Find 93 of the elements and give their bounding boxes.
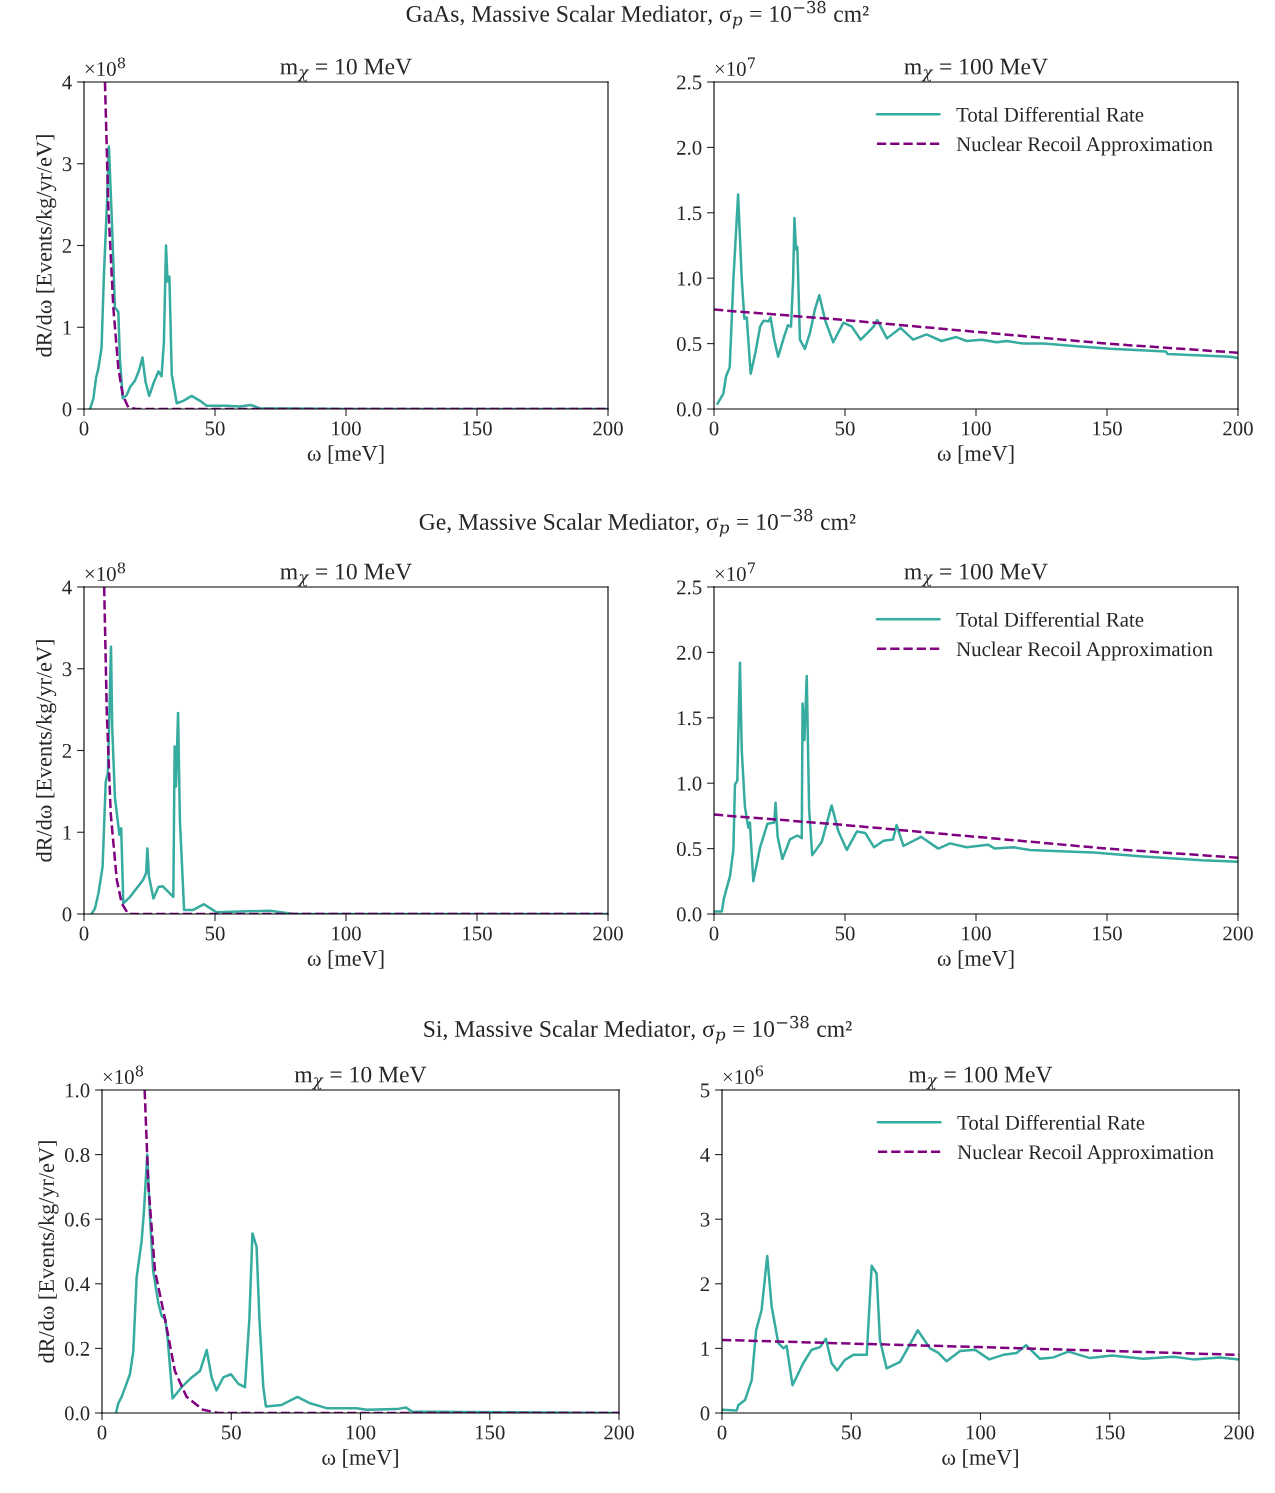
x-tick-label: 200 xyxy=(1223,421,1253,436)
y-tick-label: 2.5 xyxy=(677,75,702,90)
legend-label: Nuclear Recoil Approximation xyxy=(956,641,1213,661)
y-tick-label: 0.2 xyxy=(64,1341,90,1356)
text: ×10$^{7}$ xyxy=(715,562,755,581)
y-axis-title: dR/dω [Events/kg/yr/eV] xyxy=(36,135,57,357)
x-axis-title: ω [meV] xyxy=(307,950,384,969)
x-axis-title: ω [meV] xyxy=(937,445,1014,464)
x-tick-label: 100 xyxy=(332,421,361,436)
x-axis-title: ω [meV] xyxy=(937,950,1014,969)
x-tick-label: 50 xyxy=(222,1425,241,1440)
line-series xyxy=(714,308,1238,355)
y-tick-label: 0 xyxy=(62,402,72,417)
chart-title: m$_{χ}$ = 10 MeV xyxy=(280,563,412,587)
y-tick-label: 3 xyxy=(62,662,72,677)
text: ×10$^{6}$ xyxy=(723,1065,764,1084)
chart-title: m$_{χ}$ = 100 MeV xyxy=(904,58,1048,82)
x-tick-label: 150 xyxy=(463,926,492,941)
legend-label: Nuclear Recoil Approximation xyxy=(956,136,1213,156)
x-tick-label: 200 xyxy=(604,1425,634,1440)
y-tick-label: 4 xyxy=(700,1148,710,1162)
text: ×10$^{8}$ xyxy=(103,1065,144,1084)
y-tick-label: 1.0 xyxy=(677,776,702,791)
x-tick-label: 200 xyxy=(593,421,623,436)
chart-title: m$_{χ}$ = 100 MeV xyxy=(904,563,1048,587)
x-axis-title: ω [meV] xyxy=(307,445,384,464)
chart-title: m$_{χ}$ = 100 MeV xyxy=(908,1066,1053,1090)
x-tick-label: 0 xyxy=(717,1425,727,1440)
y-tick-label: 1.5 xyxy=(677,711,702,726)
x-tick-label: 150 xyxy=(1095,1425,1125,1440)
y-tick-label: 2 xyxy=(62,238,72,253)
x-tick-label: 150 xyxy=(475,1425,505,1440)
line-series xyxy=(716,193,1238,406)
x-tick-label: 50 xyxy=(842,1425,861,1440)
text: ×10$^{7}$ xyxy=(715,57,755,76)
x-axis-title: ω [meV] xyxy=(322,1449,398,1468)
y-tick-label: 0.0 xyxy=(676,402,702,417)
y-tick-label: 0.5 xyxy=(676,336,702,352)
y-tick-label: 2.0 xyxy=(677,645,702,660)
y-tick-label: 0.5 xyxy=(676,841,702,857)
y-tick-label: 1 xyxy=(63,825,71,840)
chart-title: m$_{χ}$ = 10 MeV xyxy=(280,58,412,82)
x-tick-label: 100 xyxy=(966,1425,996,1440)
line-series xyxy=(714,813,1238,860)
legend-label: Total Differential Rate xyxy=(956,106,1144,122)
chart-subtitle: Si, Massive Scalar Mediator, σ$_{p}$ = 10$^{−38}$ cm² xyxy=(424,1015,852,1044)
x-tick-label: 100 xyxy=(962,926,991,941)
y-tick-label: 0.0 xyxy=(676,907,702,922)
x-tick-label: 50 xyxy=(205,926,225,941)
y-tick-label: 2 xyxy=(62,743,72,758)
text: ×10$^{8}$ xyxy=(85,57,126,76)
y-tick-label: 2.0 xyxy=(677,140,702,155)
y-tick-label: 1 xyxy=(63,320,71,335)
x-tick-label: 200 xyxy=(593,926,623,941)
chart-subtitle: GaAs, Massive Scalar Mediator, σ$_{p}$ = 10$^{−38}$ cm² xyxy=(406,0,869,29)
legend-label: Total Differential Rate xyxy=(956,611,1144,627)
y-tick-label: 1 xyxy=(701,1341,709,1356)
y-axis-title: dR/dω [Events/kg/yr/eV] xyxy=(38,1141,59,1363)
y-tick-label: 1.0 xyxy=(677,271,702,286)
x-tick-label: 150 xyxy=(463,421,492,436)
x-tick-label: 200 xyxy=(1223,926,1253,941)
x-tick-label: 100 xyxy=(346,1425,376,1440)
y-tick-label: 0 xyxy=(62,907,72,922)
x-tick-label: 0 xyxy=(97,1425,107,1440)
x-tick-label: 150 xyxy=(1093,926,1122,941)
text: ×10$^{8}$ xyxy=(85,562,126,581)
y-tick-label: 0.6 xyxy=(64,1212,90,1227)
legend-label: Total Differential Rate xyxy=(957,1114,1145,1130)
x-tick-label: 50 xyxy=(205,421,225,436)
y-tick-label: 3 xyxy=(700,1212,710,1227)
chart-subtitle: Ge, Massive Scalar Mediator, σ$_{p}$ = 10$^{−38}$ cm² xyxy=(419,508,856,537)
y-tick-label: 1.0 xyxy=(65,1083,90,1098)
y-tick-label: 1.5 xyxy=(677,206,702,221)
y-tick-label: 5 xyxy=(700,1083,710,1098)
legend-label: Nuclear Recoil Approximation xyxy=(957,1144,1214,1164)
x-tick-label: 100 xyxy=(962,421,991,436)
y-tick-label: 0 xyxy=(700,1406,710,1421)
y-tick-label: 4 xyxy=(62,75,72,90)
x-tick-label: 150 xyxy=(1093,421,1122,436)
y-tick-label: 3 xyxy=(62,157,72,172)
y-tick-label: 4 xyxy=(62,580,72,595)
x-tick-label: 200 xyxy=(1224,1425,1254,1440)
y-tick-label: 0.8 xyxy=(64,1147,90,1163)
x-tick-label: 50 xyxy=(835,926,855,941)
x-tick-label: 50 xyxy=(835,421,855,436)
x-axis-title: ω [meV] xyxy=(942,1449,1018,1468)
y-axis-title: dR/dω [Events/kg/yr/eV] xyxy=(36,640,57,862)
chart-title: m$_{χ}$ = 10 MeV xyxy=(294,1066,427,1090)
y-tick-label: 0.4 xyxy=(64,1277,90,1292)
y-tick-label: 0.0 xyxy=(64,1406,90,1421)
x-tick-label: 100 xyxy=(332,926,361,941)
y-tick-label: 2 xyxy=(700,1277,710,1292)
y-tick-label: 2.5 xyxy=(677,580,702,595)
